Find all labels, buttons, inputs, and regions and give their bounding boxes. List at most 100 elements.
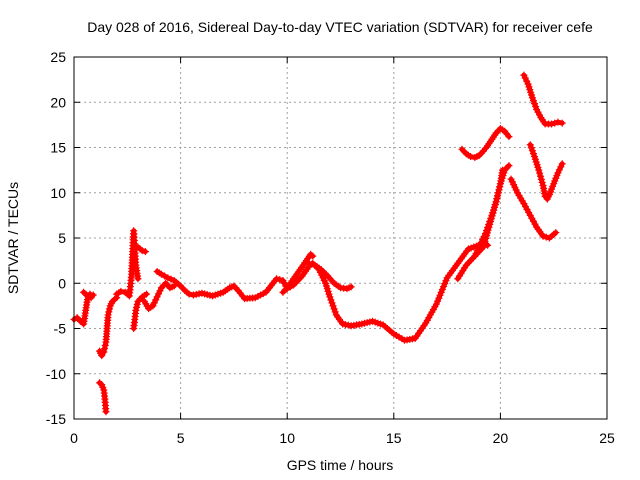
y-axis-label: SDTVAR / TECUs	[5, 182, 21, 294]
data-point-marker	[477, 239, 485, 247]
x-tick-label: 5	[177, 430, 185, 446]
data-point-marker	[309, 252, 317, 260]
data-point-marker	[480, 232, 488, 240]
y-tick-label: 20	[50, 94, 66, 110]
data-point-marker	[347, 283, 355, 291]
y-tick-label: 0	[58, 275, 66, 291]
data-point-marker	[134, 275, 142, 283]
data-point-marker	[138, 247, 146, 255]
data-point-marker	[153, 293, 161, 301]
data-point-marker	[133, 303, 141, 311]
data-point-marker	[528, 147, 536, 155]
data-point-marker	[531, 100, 539, 108]
data-point-marker	[531, 220, 539, 228]
data-point-marker	[523, 205, 531, 213]
data-point-marker	[276, 276, 284, 284]
data-point-marker	[494, 189, 502, 197]
data-point-marker	[273, 275, 281, 283]
series-seg2	[80, 288, 97, 302]
data-point-marker	[520, 71, 528, 79]
data-point-marker	[554, 169, 562, 177]
data-point-marker	[102, 408, 110, 416]
data-point-marker	[552, 229, 560, 237]
grid	[74, 57, 607, 419]
data-point-marker	[156, 287, 164, 295]
data-point-marker	[529, 217, 537, 225]
data-point-marker	[525, 208, 533, 216]
data-point-marker	[505, 162, 513, 170]
data-point-marker	[529, 97, 537, 105]
y-tick-label: -15	[46, 411, 66, 427]
data-point-marker	[487, 214, 495, 222]
data-point-marker	[493, 195, 501, 203]
data-point-marker	[492, 198, 500, 206]
data-point-marker	[521, 74, 529, 82]
series-seg16	[507, 175, 560, 242]
data-point-marker	[326, 293, 334, 301]
data-point-marker	[141, 248, 149, 256]
data-point-marker	[331, 308, 339, 316]
data-point-marker	[105, 308, 113, 316]
data-point-marker	[555, 166, 563, 174]
data-point-marker	[155, 290, 163, 298]
data-point-marker	[539, 232, 547, 240]
data-point-marker	[554, 118, 562, 126]
data-point-marker	[542, 233, 550, 241]
y-tick-label: -5	[54, 321, 67, 337]
y-tick-label: 25	[50, 49, 66, 65]
data-point-marker	[526, 141, 534, 149]
data-point-marker	[485, 220, 493, 228]
x-tick-labels: 0 5 10 15 20 25	[70, 430, 615, 446]
y-tick-label: 10	[50, 185, 66, 201]
data-point-marker	[558, 160, 566, 168]
data-point-marker	[327, 296, 335, 304]
data-point-marker	[101, 341, 109, 349]
data-point-marker	[132, 306, 140, 314]
series-seg6	[130, 290, 150, 332]
data-point-marker	[538, 178, 546, 186]
data-point-marker	[529, 150, 537, 158]
data-point-marker	[535, 166, 543, 174]
data-point-marker	[521, 203, 529, 211]
data-point-marker	[523, 77, 531, 85]
x-axis-label: GPS time / hours	[287, 457, 394, 473]
data-point-marker	[185, 290, 193, 298]
data-point-marker	[164, 274, 172, 282]
data-point-marker	[89, 291, 97, 299]
series-seg10	[279, 250, 317, 296]
data-point-marker	[557, 163, 565, 171]
data-point-marker	[328, 299, 336, 307]
series-seg8	[140, 279, 178, 313]
data-point-marker	[100, 348, 108, 356]
data-point-marker	[149, 302, 157, 310]
data-point-marker	[499, 166, 507, 174]
data-point-marker	[329, 302, 337, 310]
x-tick-label: 15	[386, 430, 402, 446]
series-seg4	[96, 379, 110, 416]
series-seg17	[526, 141, 566, 203]
data-point-marker	[495, 186, 503, 194]
data-point-marker	[150, 299, 158, 307]
data-point-marker	[106, 305, 114, 313]
data-point-marker	[494, 192, 502, 200]
data-point-marker	[526, 211, 534, 219]
series-seg12	[309, 241, 492, 344]
x-tick-label: 20	[493, 430, 509, 446]
data-point-marker	[536, 169, 544, 177]
data-point-marker	[520, 200, 528, 208]
y-tick-labels: -15 -10 -5 0 5 10 15 20 25	[46, 49, 66, 427]
data-point-marker	[467, 153, 475, 161]
data-point-marker	[484, 223, 492, 231]
data-point-marker	[481, 229, 489, 237]
data-point-marker	[536, 172, 544, 180]
series-seg18	[520, 71, 566, 128]
series-seg15	[458, 124, 513, 161]
data-point-marker	[483, 226, 491, 234]
series-seg9	[153, 263, 313, 303]
data-point-marker	[496, 183, 504, 191]
data-point-marker	[104, 311, 112, 319]
data-point-marker	[330, 305, 338, 313]
data-point-marker	[117, 287, 125, 295]
data-point-marker	[558, 119, 566, 127]
